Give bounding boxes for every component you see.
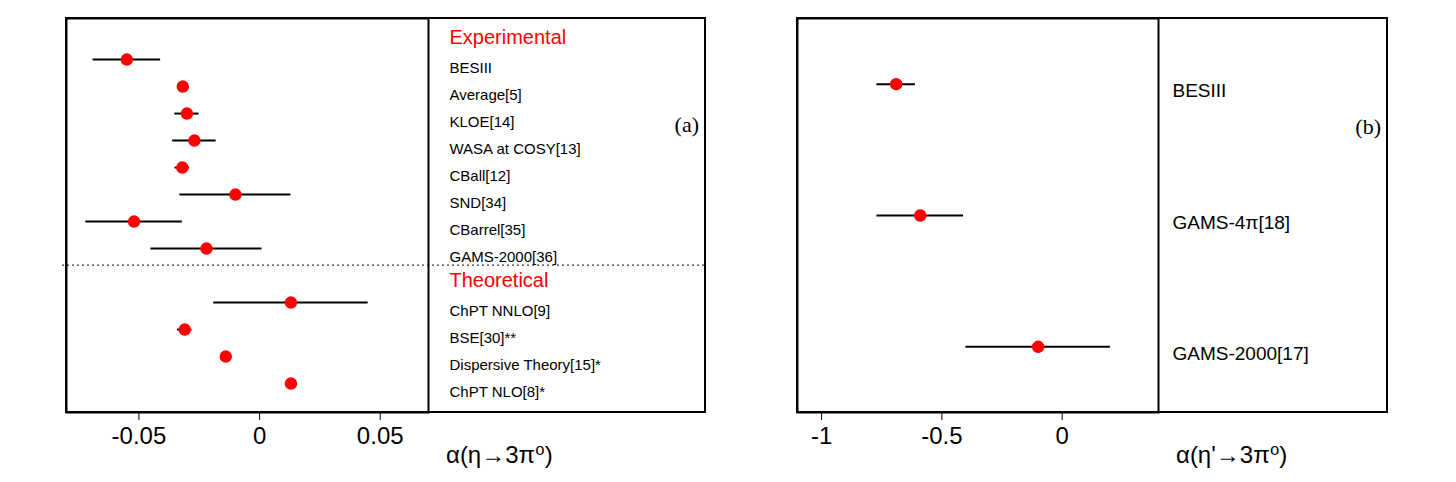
svg-text:CBarrel[35]: CBarrel[35] [450, 221, 526, 238]
svg-text:GAMS-4π[18]: GAMS-4π[18] [1173, 212, 1291, 233]
svg-text:-1: -1 [811, 422, 832, 449]
svg-text:CBall[12]: CBall[12] [450, 167, 511, 184]
svg-text:GAMS-2000[36]: GAMS-2000[36] [450, 248, 558, 265]
svg-text:BSE[30]**: BSE[30]** [450, 329, 517, 346]
svg-text:KLOE[14]: KLOE[14] [450, 113, 515, 130]
svg-text:(b): (b) [1355, 114, 1381, 139]
svg-text:0: 0 [1056, 422, 1069, 449]
svg-text:Average[5]: Average[5] [450, 86, 522, 103]
svg-text:α(η→3π⁰): α(η→3π⁰) [446, 441, 553, 468]
svg-text:ChPT NLO[8]*: ChPT NLO[8]* [450, 383, 546, 400]
svg-text:0: 0 [253, 422, 266, 449]
svg-text:Dispersive Theory[15]*: Dispersive Theory[15]* [450, 356, 602, 373]
svg-text:BESIII: BESIII [1173, 80, 1227, 101]
svg-text:Experimental: Experimental [450, 26, 567, 48]
svg-text:(a): (a) [675, 112, 699, 137]
svg-text:α(η'→3π⁰): α(η'→3π⁰) [1176, 441, 1287, 468]
svg-text:-0.05: -0.05 [112, 422, 167, 449]
svg-text:BESIII: BESIII [450, 59, 493, 76]
svg-text:GAMS-2000[17]: GAMS-2000[17] [1173, 343, 1309, 364]
svg-text:Theoretical: Theoretical [450, 269, 549, 291]
svg-text:-0.5: -0.5 [921, 422, 962, 449]
svg-text:SND[34]: SND[34] [450, 194, 507, 211]
svg-text:0.05: 0.05 [357, 422, 404, 449]
svg-text:ChPT NNLO[9]: ChPT NNLO[9] [450, 302, 551, 319]
svg-text:WASA at COSY[13]: WASA at COSY[13] [450, 140, 581, 157]
